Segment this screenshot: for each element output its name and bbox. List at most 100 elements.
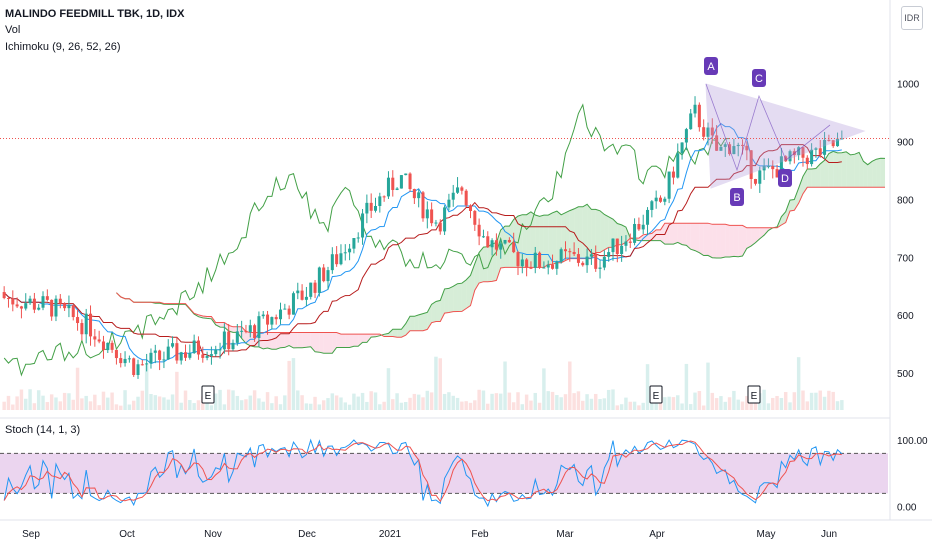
- candle-body: [361, 213, 365, 238]
- candle-body: [171, 343, 175, 347]
- cloud-segment: [820, 160, 825, 188]
- candle-body: [97, 339, 101, 342]
- volume-bar: [727, 397, 732, 410]
- volume-bar: [231, 390, 235, 410]
- stoch-tick: 100.00: [897, 436, 928, 447]
- candle-body: [304, 296, 308, 300]
- cloud-segment: [807, 169, 812, 188]
- candle-body: [827, 139, 831, 141]
- candle-body: [551, 264, 555, 269]
- volume-bar: [123, 390, 127, 410]
- volume-bar: [572, 393, 576, 410]
- candle-body: [153, 350, 157, 353]
- candle-body: [520, 259, 524, 267]
- currency-badge[interactable]: IDR: [901, 6, 923, 30]
- candle-body: [63, 303, 67, 309]
- candle-body: [706, 127, 710, 137]
- candle-body: [404, 173, 408, 176]
- volume-bar: [192, 403, 196, 410]
- cloud-segment: [505, 226, 510, 268]
- volume-bar: [684, 363, 689, 410]
- volume-bar: [395, 393, 399, 410]
- volume-bar: [304, 403, 309, 410]
- volume-bar: [24, 398, 28, 410]
- volume-bar: [110, 392, 114, 410]
- cloud-segment: [578, 206, 583, 259]
- candle-body: [555, 261, 559, 269]
- candle-body: [581, 262, 585, 266]
- time-tick: Dec: [298, 529, 316, 540]
- candle-body: [296, 290, 300, 294]
- volume-bar: [291, 358, 296, 410]
- cloud-segment: [790, 199, 795, 211]
- candle-body: [266, 314, 270, 325]
- leading-span-a: [116, 150, 886, 354]
- ichimoku-indicator-label[interactable]: Ichimoku (9, 26, 52, 26): [5, 41, 121, 53]
- volume-bar: [67, 393, 71, 410]
- candle-body: [106, 342, 110, 351]
- volume-bar: [2, 401, 6, 410]
- candle-body: [715, 135, 719, 151]
- candle-body: [525, 259, 529, 268]
- volume-bar: [637, 405, 641, 410]
- volume-bar: [205, 399, 209, 410]
- stoch-indicator-label[interactable]: Stoch (14, 1, 3): [5, 424, 81, 436]
- candle-body: [766, 166, 770, 168]
- volume-bar: [706, 362, 710, 410]
- candle-body: [676, 153, 680, 178]
- cloud-segment: [293, 332, 298, 348]
- candle-body: [84, 313, 88, 335]
- candle-body: [149, 352, 153, 364]
- volume-bar: [736, 399, 740, 410]
- cloud-segment: [682, 223, 687, 246]
- volume-bar: [434, 356, 438, 410]
- candle-body: [15, 304, 19, 307]
- candle-body: [460, 187, 464, 191]
- volume-bar: [529, 400, 533, 410]
- volume-bar: [546, 391, 550, 410]
- lagging-span: [3, 103, 730, 377]
- candle-body: [805, 157, 809, 165]
- earnings-marker-box: [747, 385, 761, 404]
- volume-bar: [766, 403, 771, 410]
- candle-body: [684, 129, 688, 143]
- volume-bar: [710, 392, 715, 410]
- volume-bar: [58, 401, 63, 410]
- candle-body: [37, 307, 41, 310]
- cloud-segment: [686, 223, 691, 250]
- pattern-point-label: A: [707, 61, 715, 73]
- cloud-segment: [228, 325, 234, 333]
- cloud-segment: [284, 332, 290, 348]
- volume-bar: [749, 401, 753, 410]
- candle-body: [637, 223, 641, 230]
- symbol-title[interactable]: MALINDO FEEDMILL TBK, 1D, IDX: [5, 8, 185, 20]
- candle-body: [136, 364, 140, 375]
- vol-indicator-label[interactable]: Vol: [5, 24, 21, 36]
- candle-body: [797, 147, 801, 156]
- volume-bar: [373, 392, 378, 410]
- volume-bar: [391, 399, 395, 410]
- cloud-segment: [336, 332, 341, 348]
- time-tick: May: [757, 529, 776, 540]
- candle-body: [339, 253, 343, 265]
- candle-body: [45, 296, 49, 300]
- volume-bar: [235, 395, 240, 410]
- volume-bar: [41, 395, 45, 410]
- candle-body: [702, 127, 706, 137]
- candle-body: [667, 171, 671, 199]
- candle-body: [386, 177, 390, 197]
- volume-bar: [809, 392, 814, 410]
- volume-bar: [550, 391, 555, 410]
- candle-body: [840, 138, 844, 140]
- volume-bar: [697, 391, 702, 410]
- candle-body: [697, 104, 701, 128]
- candle-body: [28, 298, 32, 304]
- volume-bar: [555, 395, 559, 410]
- volume-bar: [11, 404, 15, 410]
- volume-bar: [537, 402, 542, 410]
- volume-bar: [671, 397, 676, 410]
- candle-body: [650, 201, 654, 210]
- candle-body: [624, 241, 628, 246]
- candle-body: [348, 248, 352, 253]
